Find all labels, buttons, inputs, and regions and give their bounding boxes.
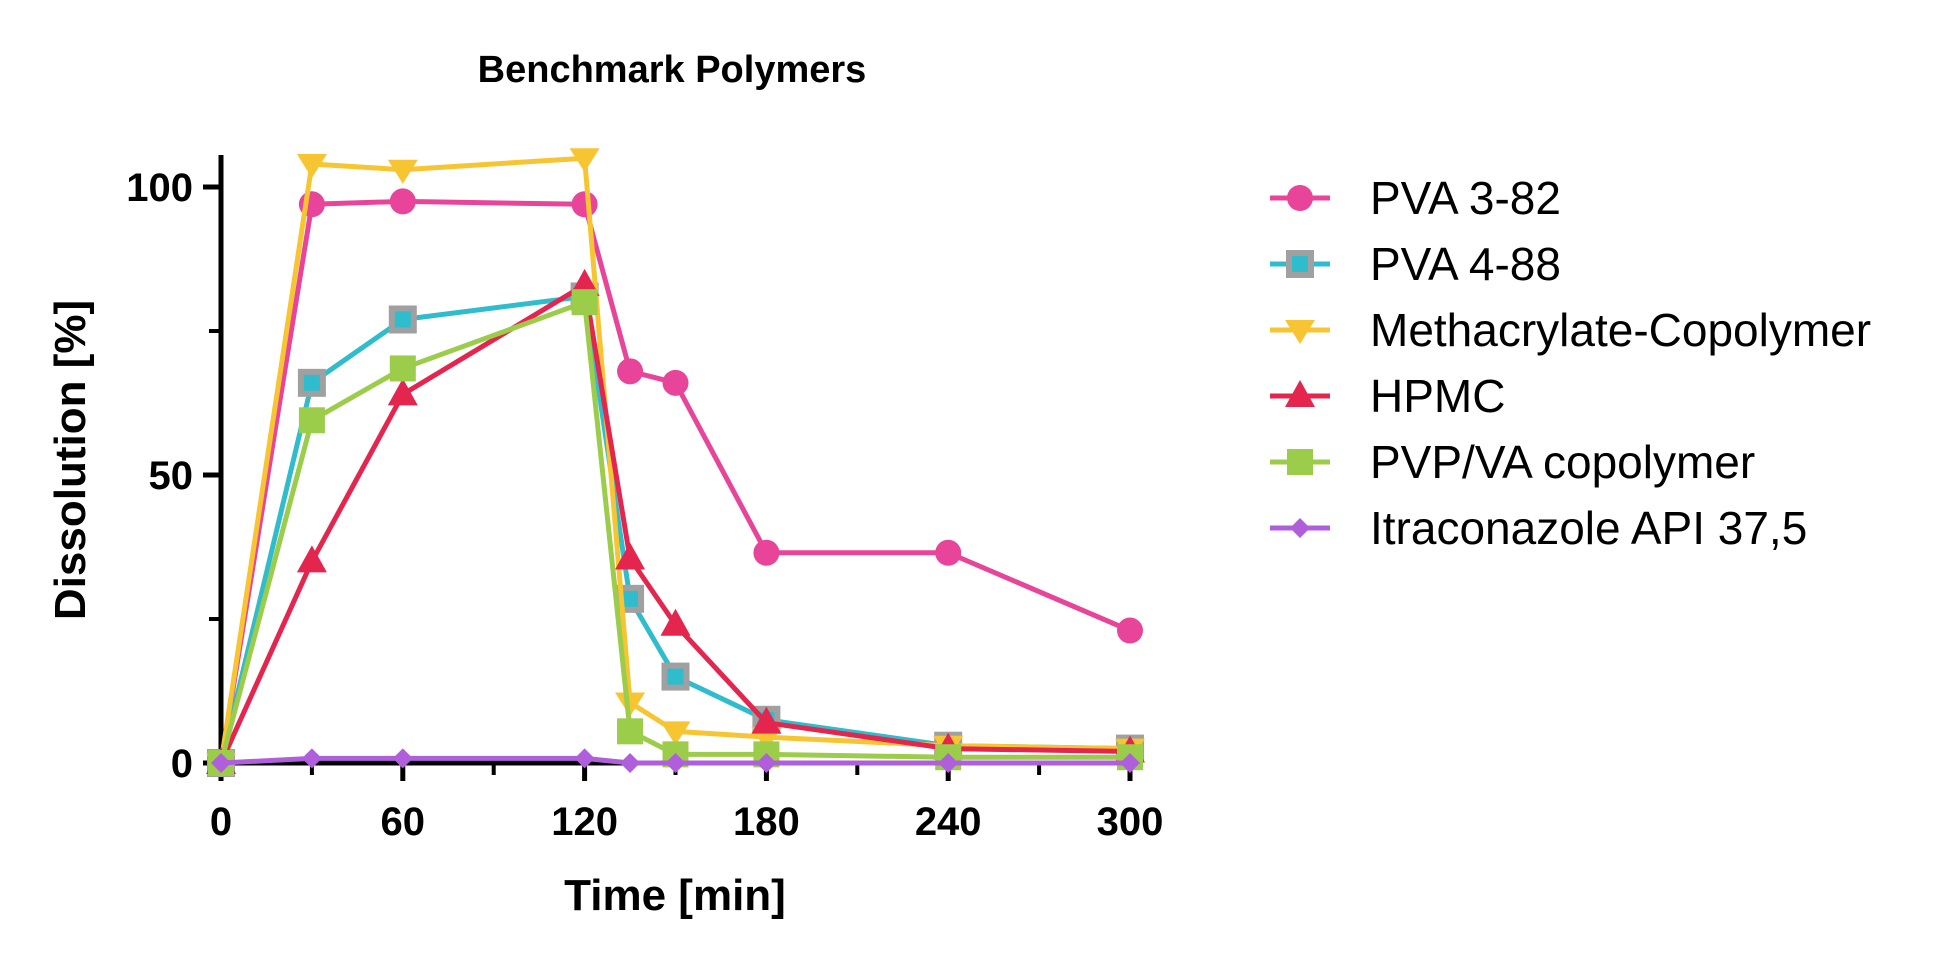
legend-item: PVA 3-82 [1270,172,1561,224]
legend-marker [1287,449,1313,475]
data-point [665,753,686,773]
x-tick-label: 300 [1097,800,1164,844]
data-point [935,539,962,566]
legend-marker [1287,185,1313,211]
data-point [388,305,417,334]
data-point [751,706,782,734]
legend: PVA 3-82 PVA 4-88 Methacrylate-Copolymer HP… [1270,172,1871,554]
y-tick-label: 50 [149,454,194,498]
x-tick-label: 180 [733,800,800,844]
x-tick-label: 60 [381,800,426,844]
data-point [574,748,595,769]
ticks: 0 60 120 180 240 300 0 50 100 [126,166,1163,844]
legend-marker [1290,518,1310,538]
chart-title: Benchmark Polymers [478,49,867,91]
x-axis-title: Time [min] [564,871,786,920]
legend-label: PVP/VA copolymer [1370,436,1755,488]
data-point [389,355,416,382]
data-point [662,369,689,396]
data-point [392,748,413,769]
data-point [387,378,418,406]
data-point [756,753,777,773]
data-point [569,268,600,296]
series-line [218,293,1131,764]
series-4 [208,289,1143,776]
data-point [296,545,327,573]
data-point [753,539,780,566]
legend-label: Methacrylate-Copolymer [1370,304,1871,356]
series-layer [206,148,1145,777]
legend-marker [1286,250,1314,278]
series-3 [206,268,1145,774]
y-tick-label: 0 [171,742,193,786]
x-tick-label: 120 [551,800,618,844]
data-point [620,753,641,773]
data-point [660,608,691,636]
legend-label: PVA 4-88 [1370,238,1561,290]
data-point [569,148,600,173]
data-point [389,188,416,215]
legend-label: PVA 3-82 [1370,172,1561,224]
data-point [661,662,690,691]
legend-label: HPMC [1370,370,1505,422]
legend-item: PVP/VA copolymer [1270,436,1755,488]
data-point [615,692,646,717]
legend-marker [1285,320,1315,344]
legend-item: Itraconazole API 37,5 [1270,502,1807,554]
legend-marker [1285,380,1315,407]
legend-label: Itraconazole API 37,5 [1370,502,1807,554]
data-point [615,542,646,570]
legend-item: Methacrylate-Copolymer [1270,304,1871,356]
series-5 [211,748,1140,773]
data-point [387,159,418,184]
x-tick-label: 240 [915,800,982,844]
data-point [571,191,598,218]
series-line [218,282,1131,765]
data-point [301,748,322,769]
data-point [1120,753,1140,773]
y-axis-title: Dissolution [%] [46,300,95,620]
legend-item: PVA 4-88 [1270,238,1561,290]
data-point [617,358,644,385]
data-point [938,753,959,773]
data-point [1117,617,1143,644]
data-point [571,289,598,316]
legend-item: HPMC [1270,370,1505,422]
data-point [617,718,644,745]
data-point [296,153,327,178]
data-point [660,721,691,746]
x-tick-label: 0 [210,800,232,844]
data-point [298,407,325,434]
y-tick-label: 100 [126,166,193,210]
data-point [211,753,231,773]
series-1 [207,282,1144,777]
data-point [297,368,326,397]
